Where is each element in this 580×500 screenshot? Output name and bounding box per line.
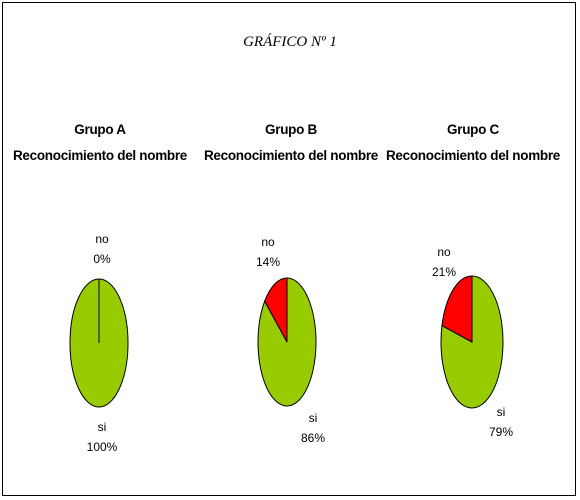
pie-c-label-si: si: [497, 405, 506, 419]
group-b-title-block: Grupo B Reconocimiento del nombre: [201, 117, 381, 169]
group-a-title: Grupo A: [74, 122, 126, 137]
pie-c-value-no: 21%: [432, 265, 456, 279]
pie-b-label-no: no: [261, 235, 275, 249]
group-a-title-block: Grupo A Reconocimiento del nombre: [10, 117, 190, 169]
pie-c-slice-no: [441, 275, 473, 343]
pie-group-a: no 0% si 100%: [69, 232, 129, 454]
group-a-subtitle: Reconocimiento del nombre: [12, 148, 188, 163]
pie-a-label-si: si: [98, 420, 107, 434]
pie-a-value-si: 100%: [87, 440, 118, 454]
group-c-subtitle: Reconocimiento del nombre: [385, 148, 561, 163]
pie-group-b: no 14% si 86%: [256, 235, 325, 445]
figure-title: GRÁFICO Nº 1: [243, 34, 337, 50]
pie-c-value-si: 79%: [489, 425, 513, 439]
pie-b-slice-no: [264, 277, 288, 343]
group-b-title: Grupo B: [265, 122, 317, 137]
pie-b-value-si: 86%: [301, 431, 325, 445]
pie-b-value-no: 14%: [256, 255, 280, 269]
group-c-title: Grupo C: [447, 122, 499, 137]
pie-group-c: no 21% si 79%: [432, 245, 513, 439]
pie-c-label-no: no: [437, 245, 451, 259]
group-b-subtitle: Reconocimiento del nombre: [203, 148, 379, 163]
pie-a-label-no: no: [95, 232, 109, 246]
pie-b-label-si: si: [309, 411, 318, 425]
pie-a-value-no: 0%: [93, 252, 111, 266]
figure-frame: [2, 2, 576, 496]
group-c-title-block: Grupo C Reconocimiento del nombre: [383, 117, 563, 169]
